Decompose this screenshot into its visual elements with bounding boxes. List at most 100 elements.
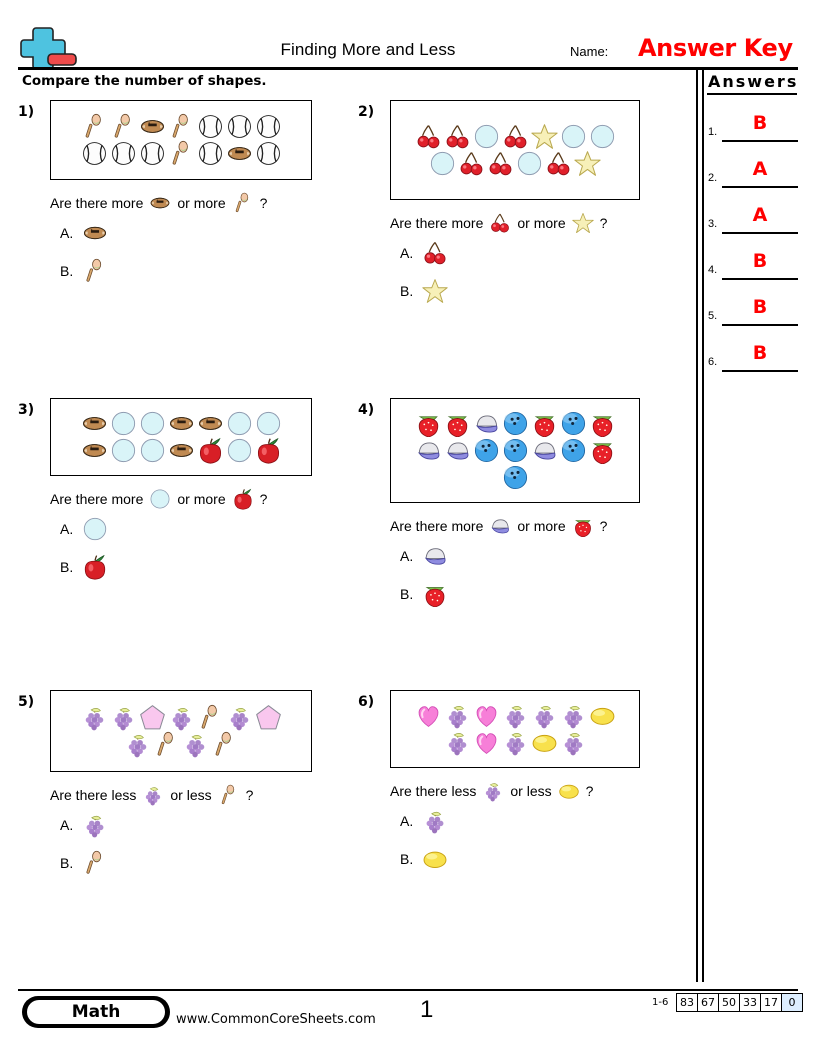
option-icon-grapes [82, 812, 108, 838]
option-B[interactable]: B. [60, 258, 108, 284]
shape-pentagon [255, 704, 282, 731]
option-label: A. [400, 813, 414, 829]
shape-star [574, 150, 601, 177]
shape-circle [110, 437, 137, 464]
shape-baseball [255, 113, 282, 140]
page-number: 1 [420, 996, 434, 1023]
score-cell-33: 33 [740, 994, 761, 1011]
shape-circle [139, 437, 166, 464]
shape-circle [255, 410, 282, 437]
question-prompt: Are there more or more? [390, 212, 607, 234]
answer-value: B [752, 112, 768, 134]
shape-apple [255, 437, 282, 464]
shape-grapes [560, 729, 587, 756]
option-label: A. [400, 245, 414, 261]
option-B[interactable]: B. [60, 850, 108, 876]
answers-divider-outer [696, 67, 698, 982]
shape-strawberry [531, 410, 558, 437]
answers-divider-inner [702, 67, 704, 982]
shape-bowling [560, 437, 587, 464]
answer-row-3: 3. A [708, 204, 798, 238]
option-B[interactable]: B. [60, 554, 108, 580]
score-cell-50: 50 [719, 994, 740, 1011]
shape-bowling [502, 464, 529, 491]
shape-row [80, 410, 283, 437]
shape-circle [226, 410, 253, 437]
option-label: A. [60, 225, 74, 241]
shape-circle [226, 437, 253, 464]
shape-football [197, 410, 224, 437]
option-A[interactable]: A. [60, 516, 108, 542]
shape-circle [110, 410, 137, 437]
shape-apple [197, 437, 224, 464]
option-B[interactable]: B. [400, 278, 448, 304]
answer-number: 5. [708, 310, 718, 322]
answer-row-6: 6. B [708, 342, 798, 376]
option-label: A. [60, 521, 74, 537]
shape-football [139, 113, 166, 140]
shape-circle [589, 123, 616, 150]
shape-lemon [589, 702, 616, 729]
prompt-icon-a-cap [489, 515, 511, 537]
shape-football [168, 437, 195, 464]
shape-row [414, 410, 617, 437]
shape-grapes [502, 702, 529, 729]
answer-blank-line [722, 278, 798, 280]
option-label: B. [60, 559, 74, 575]
option-label: A. [400, 548, 414, 564]
score-range-label: 1-6 [652, 997, 669, 1008]
shape-strawberry [589, 410, 616, 437]
shape-strawberry [415, 410, 442, 437]
shape-grapes [531, 702, 558, 729]
prompt-icon-b-maraca [232, 192, 254, 214]
score-table: 83 67 50 33 17 0 [676, 993, 803, 1012]
shape-heart [415, 702, 442, 729]
option-A[interactable]: A. [400, 240, 448, 266]
shape-maraca [211, 731, 238, 758]
shape-box [50, 398, 312, 476]
shape-football [81, 437, 108, 464]
shape-row [80, 437, 283, 464]
question-prompt: Are there less or less? [50, 784, 253, 806]
answer-value: A [752, 204, 768, 226]
question-prompt: Are there more or more? [390, 515, 607, 537]
page-title: Finding More and Less [280, 40, 456, 59]
shape-bowling [502, 410, 529, 437]
problem-number: 2) [358, 104, 375, 120]
shape-baseball [139, 140, 166, 167]
prompt-prefix: Are there more [50, 491, 144, 507]
prompt-icon-b-maraca [218, 784, 240, 806]
answer-row-4: 4. B [708, 250, 798, 284]
option-A[interactable]: A. [60, 220, 108, 246]
shape-box [390, 690, 640, 768]
shape-maraca [168, 113, 195, 140]
option-A[interactable]: A. [60, 812, 108, 838]
plus-bar-logo-icon [18, 26, 78, 70]
score-cell-67: 67 [698, 994, 719, 1011]
answer-blank-line [722, 140, 798, 142]
shape-football [226, 140, 253, 167]
option-B[interactable]: B. [400, 581, 448, 607]
shape-maraca [153, 731, 180, 758]
prompt-middle: or less [510, 783, 552, 799]
option-A[interactable]: A. [400, 808, 448, 834]
answer-number: 6. [708, 356, 718, 368]
prompt-suffix: ? [599, 215, 608, 231]
shape-baseball [110, 140, 137, 167]
shape-grapes [182, 731, 209, 758]
shape-circle [473, 123, 500, 150]
option-A[interactable]: A. [400, 543, 448, 569]
answer-value: B [752, 296, 768, 318]
answer-blank-line [722, 370, 798, 372]
question-prompt: Are there less or less? [390, 780, 593, 802]
shape-row [80, 704, 283, 731]
shape-row [414, 123, 617, 150]
prompt-icon-a-circle [149, 488, 171, 510]
shape-baseball [197, 113, 224, 140]
option-icon-lemon [422, 846, 448, 872]
problem-number: 6) [358, 694, 375, 710]
instructions-text: Compare the number of shapes. [22, 73, 267, 89]
shape-grapes [124, 731, 151, 758]
option-B[interactable]: B. [400, 846, 448, 872]
subject-badge-label: Math [27, 1000, 165, 1024]
